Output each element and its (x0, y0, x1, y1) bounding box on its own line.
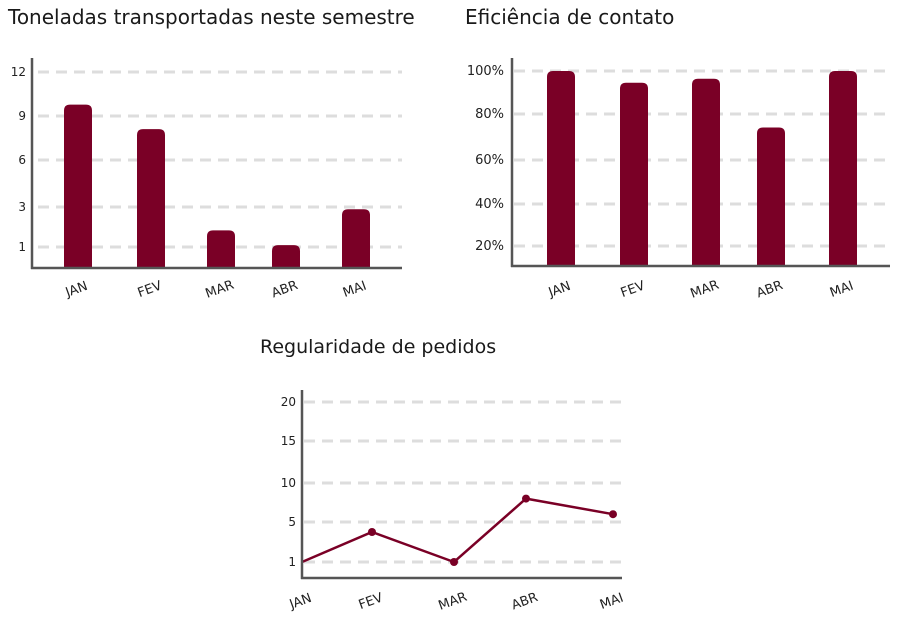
chart1-x-tick-label: MAI (341, 279, 369, 301)
chart2-x-tick-label: JAN (546, 279, 573, 301)
chart1-x-tick-label: MAR (204, 278, 237, 302)
chart2-bar-fev (620, 82, 648, 266)
chart1-bar-abr (272, 245, 300, 268)
chart2-y-tick-label: 100% (467, 64, 504, 79)
chart1-y-tick-label: 9 (18, 109, 26, 123)
chart2-y-tick-label: 80% (475, 107, 504, 122)
chart1-x-tick-label: JAN (63, 279, 90, 301)
chart3-x-tick-label: MAR (437, 590, 470, 614)
chart2-x-tick-label: MAR (689, 278, 722, 302)
chart2-bar-jan (547, 71, 575, 266)
chart1-y-tick-label: 6 (18, 153, 26, 167)
chart1-bar-mar (207, 230, 235, 268)
chart3-point-mar (450, 558, 458, 566)
chart3-x-tick-label: MAI (598, 591, 626, 613)
chart3-y-tick-label: 5 (288, 515, 296, 529)
chart1-y-tick-label: 12 (11, 65, 26, 79)
chart1-y-tick-label: 3 (18, 200, 26, 214)
chart3-y-tick-label: 15 (281, 434, 296, 448)
chart3-series-line (301, 497, 614, 564)
chart3-x-tick-label: ABR (510, 590, 540, 613)
chart1-x-tick-label: FEV (136, 278, 164, 301)
chart1-bar-mai (342, 209, 370, 268)
chart3-x-tick-label: FEV (357, 590, 385, 613)
chart2-bar-mar (692, 78, 720, 266)
chart-title-eficiencia: Eficiência de contato (465, 5, 675, 29)
chart2-bar-abr (757, 127, 785, 266)
chart-title-toneladas: Toneladas transportadas neste semestre (8, 5, 415, 29)
chart1-x-tick-label: ABR (270, 278, 300, 301)
chart2-x-tick-label: FEV (619, 278, 647, 301)
chart2-y-tick-label: 40% (475, 197, 504, 212)
chart2-y-tick-label: 20% (475, 239, 504, 254)
chart1-bar-jan (64, 104, 92, 269)
chart2-bar-mai (829, 71, 857, 266)
chart2-x-tick-label: MAI (828, 279, 856, 301)
chart3-point-mai (609, 510, 617, 519)
chart3-x-tick-label: JAN (287, 591, 314, 613)
chart2-y-tick-label: 60% (475, 153, 504, 168)
chart2-x-tick-label: ABR (755, 278, 785, 301)
chart3-point-abr (522, 494, 530, 503)
chart1-y-tick-label: 1 (18, 240, 26, 254)
chart3-y-tick-label: 10 (281, 476, 296, 490)
chart3-y-tick-label: 20 (281, 395, 296, 409)
chart3-point-fev (368, 528, 376, 536)
chart3-y-tick-label: 1 (288, 555, 296, 569)
chart-title-regularidade: Regularidade de pedidos (260, 336, 497, 358)
chart1-bar-fev (137, 129, 165, 268)
